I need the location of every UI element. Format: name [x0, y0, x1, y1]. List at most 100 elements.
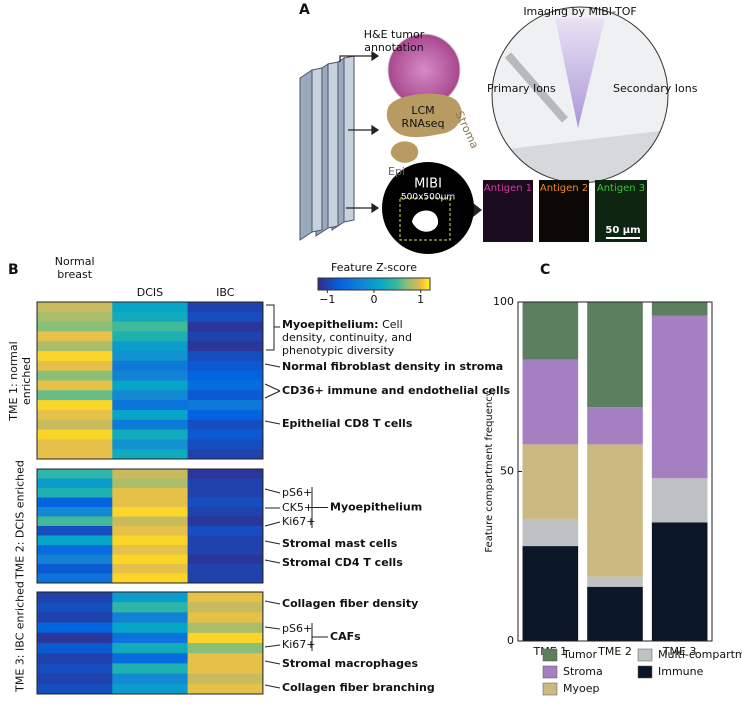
- heatmap-cell: [37, 469, 113, 479]
- heatmap-cell: [187, 331, 264, 342]
- heatmap-cell: [37, 592, 113, 603]
- heatmap-cell: [187, 602, 264, 613]
- heatmap-cell: [112, 478, 189, 489]
- heatmap-cell: [37, 478, 113, 489]
- heatmap-cell: [112, 360, 189, 372]
- bar-segment: [587, 576, 643, 587]
- antigen-label: Antigen 1: [484, 183, 532, 194]
- legend-label: Multi-compartment: [658, 648, 742, 661]
- slides: [299, 55, 355, 241]
- mibi-size: 500x500µm: [401, 193, 455, 203]
- heatmap-cell: [37, 449, 113, 460]
- heatmap-cell: [187, 554, 264, 565]
- bar-segment: [522, 444, 579, 519]
- heatmap-cell: [187, 663, 264, 675]
- heatmap-cell: [112, 592, 189, 603]
- heatmap-cell: [37, 311, 113, 323]
- colorbar-title: Feature Z-score: [331, 261, 417, 274]
- heatmap-cell: [112, 488, 189, 498]
- heatmap-cell: [112, 497, 189, 508]
- block-label: TME 2: DCIS enriched: [13, 460, 27, 579]
- heatmap-cell: [187, 673, 264, 685]
- y-tick-label: 50: [500, 465, 514, 478]
- heatmap-cell: [112, 573, 189, 584]
- annotation: Stromal mast cells: [282, 537, 398, 550]
- heatmap-cell: [187, 311, 264, 323]
- antigen-image: [483, 180, 533, 242]
- ion-label: Secondary Ions: [613, 82, 698, 95]
- x-tick-label: TME 3: [662, 645, 697, 658]
- heatmap-cell: [112, 390, 189, 401]
- stroma-label: Stroma: [453, 109, 482, 151]
- heatmap-cell: [112, 507, 189, 517]
- annotation-item: pS6+: [282, 622, 312, 635]
- heatmap-cell: [37, 390, 113, 401]
- heatmap-cell: [187, 612, 264, 624]
- heatmap-cell: [187, 488, 264, 498]
- heatmap-cell: [112, 331, 189, 342]
- heatmap-cell: [37, 545, 113, 555]
- annotation: Collagen fiber branching: [282, 681, 435, 694]
- heatmap-cell: [112, 643, 189, 654]
- lcm-epi: [390, 141, 419, 163]
- annotation: Epithelial CD8 T cells: [282, 417, 413, 430]
- heatmap-cell: [187, 592, 264, 603]
- heatmap-cell: [37, 331, 113, 342]
- legend-swatch: [542, 682, 558, 696]
- colorbar-tick-label: −1: [319, 293, 335, 306]
- heatmap-cell: [112, 673, 189, 685]
- heatmap-cell: [37, 380, 113, 391]
- heatmap-cell: [112, 653, 189, 664]
- heatmap-cell: [112, 380, 189, 391]
- heatmap-cell: [112, 341, 189, 352]
- annotation: Collagen fiber density: [282, 597, 418, 610]
- connector: [264, 383, 281, 392]
- heatmap-cell: [37, 554, 113, 565]
- connector: [264, 540, 281, 545]
- annotation: CAFs: [330, 630, 361, 643]
- heatmap-cell: [187, 564, 264, 574]
- legend-label: Stroma: [563, 665, 603, 678]
- connector: [264, 521, 281, 527]
- legend-label: Immune: [658, 665, 704, 678]
- fov: [399, 197, 451, 241]
- y-tick-label: 100: [493, 295, 514, 308]
- heatmap-cell: [112, 409, 189, 421]
- antigen-image: [595, 180, 647, 242]
- block-label: TME 3: IBC enriched: [13, 581, 27, 692]
- panel-label: B: [8, 262, 19, 278]
- heatmap-cell: [37, 400, 113, 411]
- heatmap-cell: [37, 535, 113, 546]
- heatmap-cell: [187, 341, 264, 352]
- ion-label: Primary Ions: [487, 82, 556, 95]
- legend-swatch: [542, 648, 558, 662]
- tissue: [412, 210, 439, 232]
- heatmap-cell: [112, 449, 189, 460]
- legend-swatch: [637, 665, 653, 679]
- panel-label: C: [540, 262, 550, 278]
- column-label: Normal breast: [54, 255, 95, 281]
- connector: [264, 684, 281, 689]
- heatmap-cell: [187, 390, 264, 401]
- heatmap-cell: [37, 360, 113, 372]
- heatmap-cell: [112, 632, 189, 644]
- block-label: TME 1: normal enriched: [7, 340, 33, 421]
- scale-label: 50 µm: [605, 225, 640, 236]
- annotation-item: CK5+: [282, 501, 313, 514]
- annotation: Myoepithelium: [330, 501, 422, 514]
- heatmap-cell: [37, 632, 113, 644]
- heatmap-cell: [37, 439, 113, 450]
- annotation: CD36+ immune and endothelial cells: [282, 384, 511, 397]
- heatmap-cell: [112, 516, 189, 527]
- antigen-image: [539, 180, 589, 242]
- heatmap-cell: [187, 351, 264, 362]
- heatmap-cell: [112, 545, 189, 555]
- heatmap-cell: [112, 554, 189, 565]
- heatmap-cell: [37, 419, 113, 431]
- heatmap-cell: [187, 400, 264, 411]
- heatmap-cell: [187, 535, 264, 546]
- bar-segment: [587, 407, 643, 445]
- bar-segment: [651, 522, 708, 641]
- connector: [264, 600, 281, 605]
- epi-label: Epi: [388, 165, 405, 178]
